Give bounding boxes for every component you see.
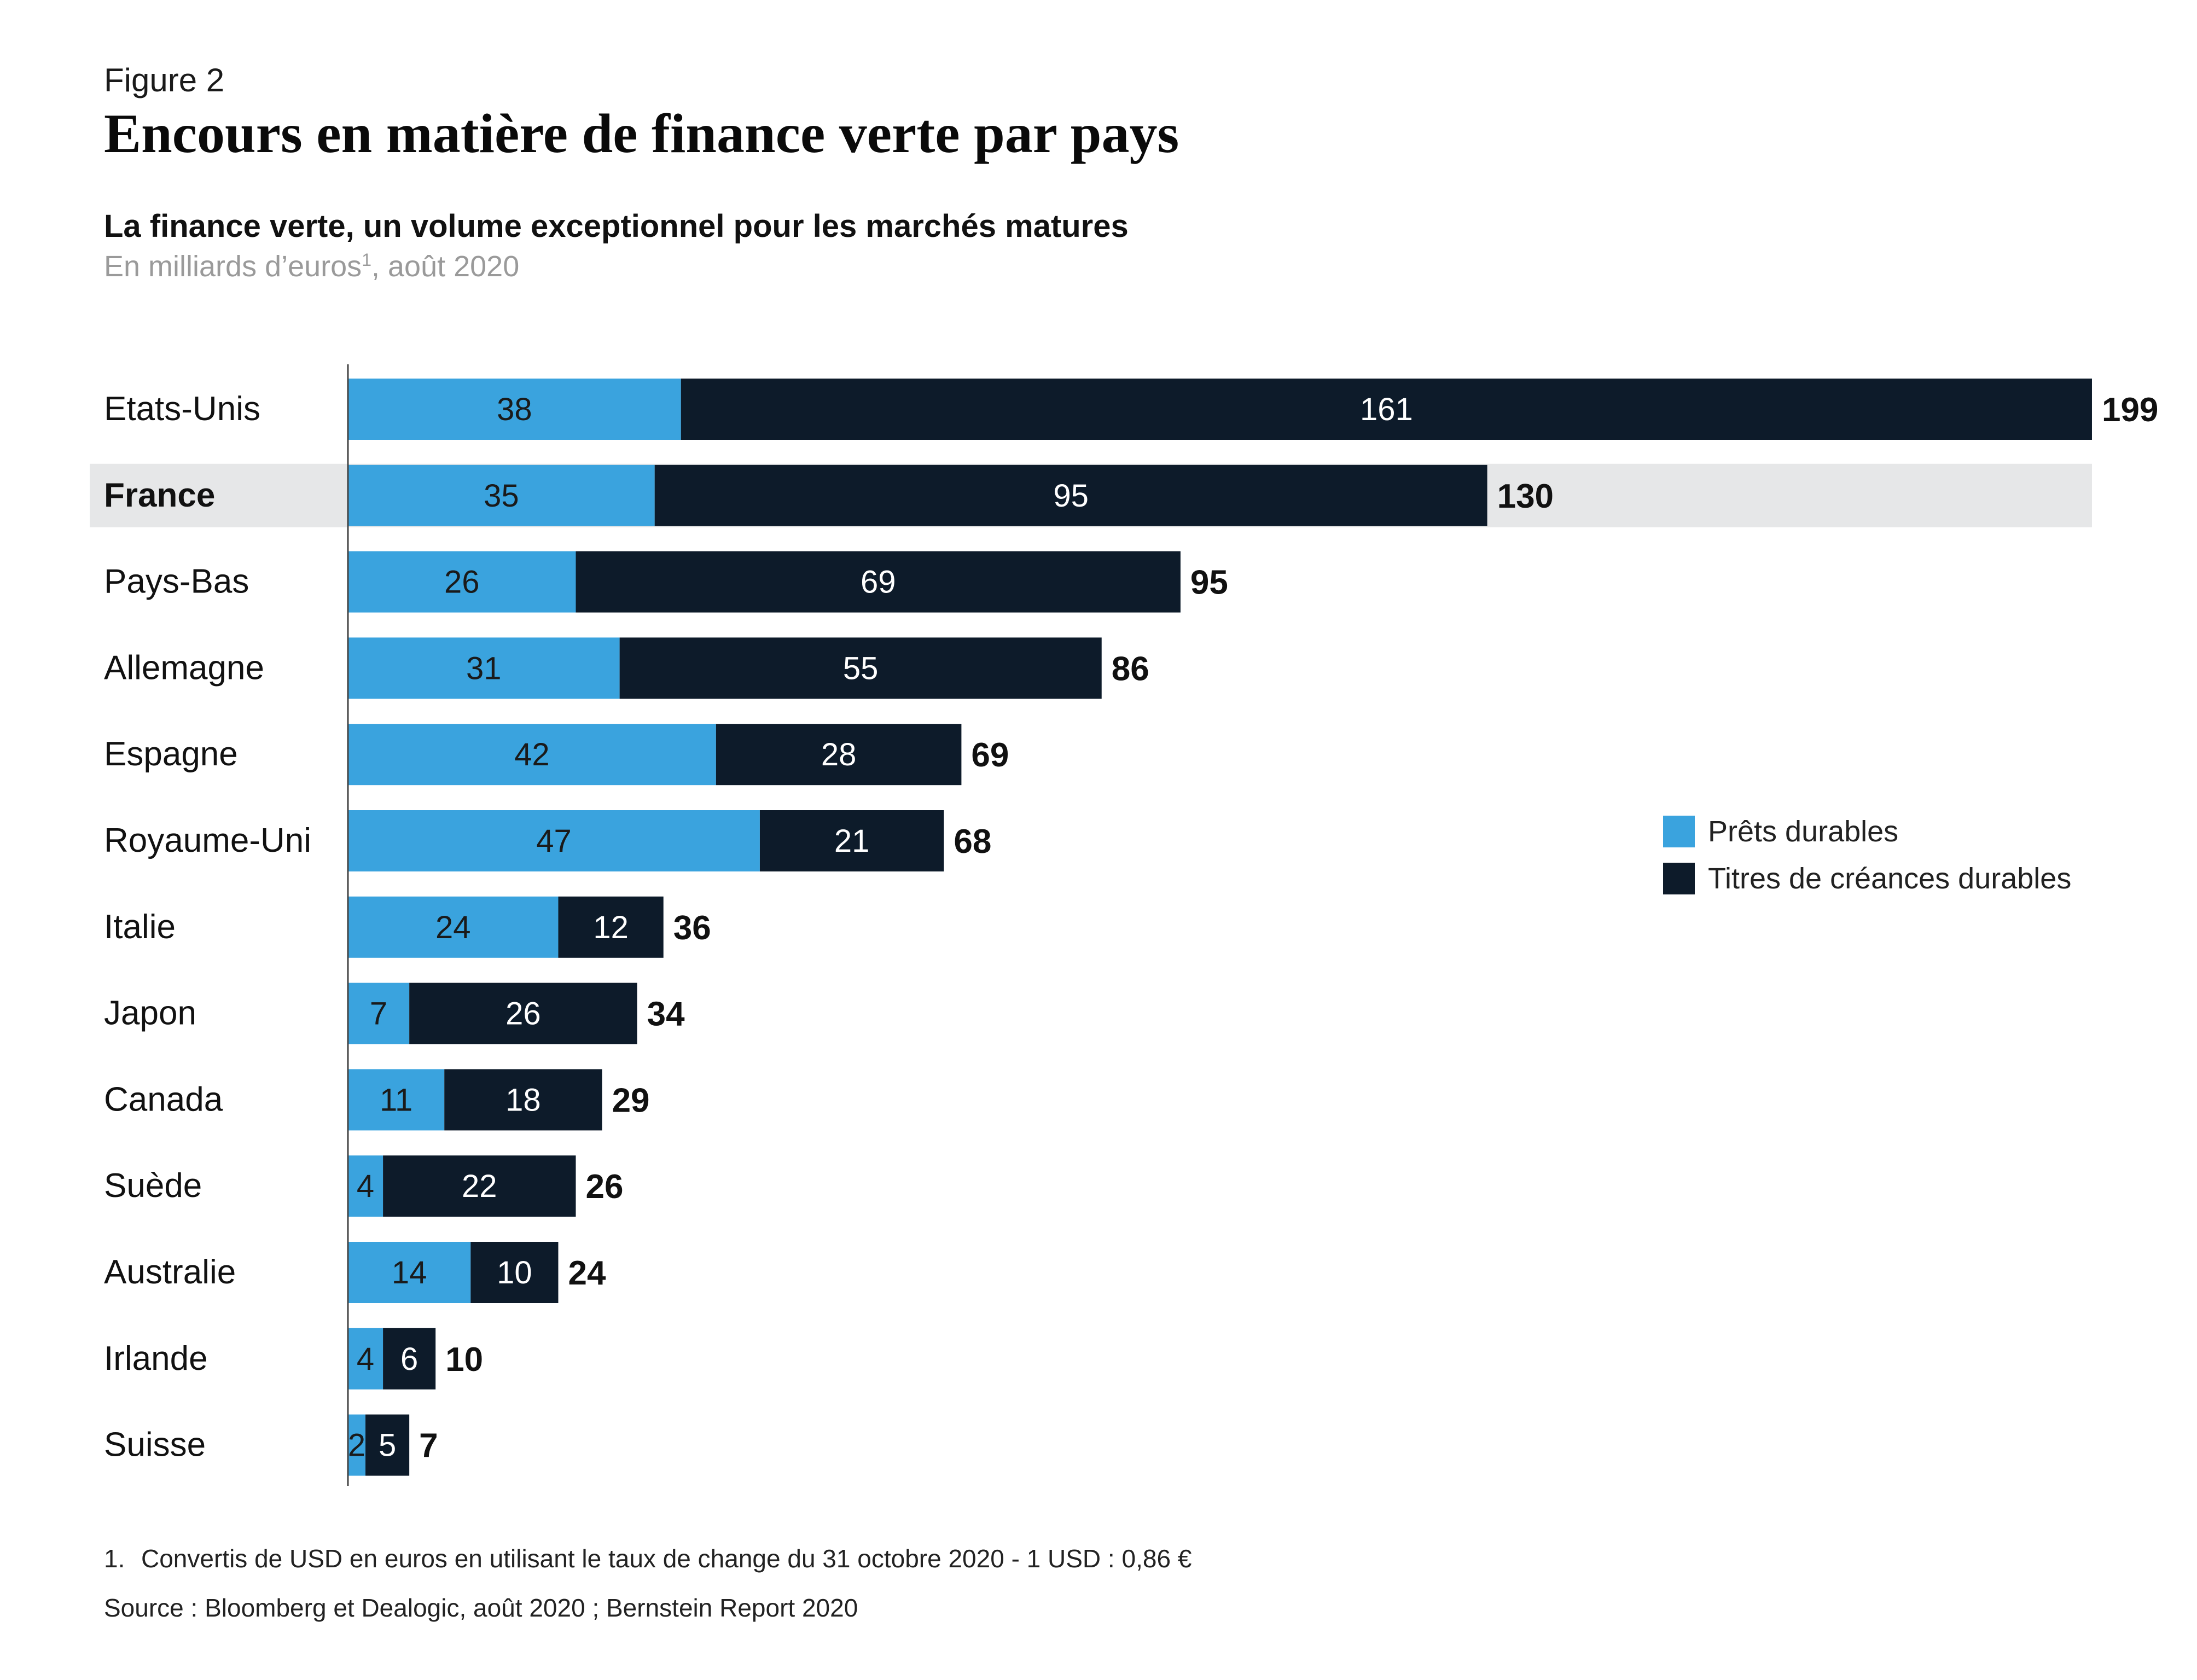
bar-prets-etats-unis <box>348 379 681 440</box>
total-label-etats-unis: 199 <box>2102 391 2158 429</box>
category-label-japon: Japon <box>104 995 196 1032</box>
total-label-irlande: 10 <box>445 1341 483 1379</box>
bar-titres-france <box>654 464 1487 526</box>
bar-prets-royaume-uni <box>348 810 760 871</box>
value-label-prets-japon: 7 <box>370 996 387 1032</box>
bar-titres-espagne <box>716 724 962 786</box>
total-label-australie: 24 <box>568 1254 606 1292</box>
value-label-prets-france: 35 <box>484 478 519 514</box>
total-label-pays-bas: 95 <box>1190 564 1228 602</box>
bar-titres-pays-bas <box>576 551 1181 613</box>
units-text: En milliards d’euros <box>104 250 362 283</box>
value-label-titres-japon: 26 <box>505 996 541 1032</box>
units-footnote-ref: 1 <box>362 250 371 270</box>
value-label-titres-pays-bas: 69 <box>861 565 896 600</box>
bar-prets-japon <box>348 983 410 1044</box>
total-label-royaume-uni: 68 <box>954 823 991 861</box>
category-label-italie: Italie <box>104 908 176 946</box>
value-label-prets-suisse: 2 <box>348 1428 365 1463</box>
chart-subtitle: La finance verte, un volume exceptionnel… <box>104 208 1129 244</box>
category-label-suede: Suède <box>104 1167 202 1205</box>
category-label-australie: Australie <box>104 1253 236 1291</box>
value-label-titres-espagne: 28 <box>821 737 857 772</box>
value-label-titres-etats-unis: 161 <box>1360 392 1413 427</box>
value-label-prets-canada: 11 <box>380 1082 412 1118</box>
page-title: Encours en matière de finance verte par … <box>104 103 1179 165</box>
bar-titres-australie <box>470 1242 559 1303</box>
bar-prets-canada <box>348 1069 445 1131</box>
legend-item-prets: Prêts durables <box>1663 814 2071 849</box>
source-note: Source : Bloomberg et Dealogic, août 202… <box>104 1594 858 1622</box>
bar-prets-espagne <box>348 724 716 786</box>
value-label-titres-suede: 22 <box>462 1169 497 1204</box>
total-label-suede: 26 <box>586 1168 624 1206</box>
bar-prets-suede <box>348 1155 383 1217</box>
bar-titres-canada <box>444 1069 602 1131</box>
units-suffix: , août 2020 <box>371 250 520 283</box>
value-label-prets-allemagne: 31 <box>466 650 502 686</box>
category-label-pays-bas: Pays-Bas <box>104 563 249 601</box>
category-label-france: France <box>104 476 215 514</box>
total-label-espagne: 69 <box>971 736 1009 774</box>
value-label-titres-irlande: 6 <box>400 1341 418 1377</box>
value-label-prets-royaume-uni: 47 <box>536 823 572 859</box>
bar-titres-irlande <box>383 1328 436 1390</box>
value-label-titres-suisse: 5 <box>379 1428 396 1463</box>
footnote-number: 1. <box>104 1544 125 1573</box>
bar-titres-italie <box>558 896 664 958</box>
category-label-canada: Canada <box>104 1080 223 1118</box>
bar-titres-japon <box>409 983 637 1044</box>
total-label-japon: 34 <box>647 996 685 1033</box>
value-label-prets-pays-bas: 26 <box>444 565 480 600</box>
footnote: 1. Convertis de USD en euros en utilisant… <box>104 1544 1192 1573</box>
total-label-allemagne: 86 <box>1112 650 1149 688</box>
legend-label-prets: Prêts durables <box>1708 815 1899 848</box>
legend-swatch-titres <box>1663 863 1695 894</box>
chart-units: En milliards d’euros1, août 2020 <box>104 249 519 283</box>
bar-titres-suede <box>383 1155 576 1217</box>
value-label-prets-italie: 24 <box>435 910 471 945</box>
bar-prets-pays-bas <box>348 551 576 613</box>
figure-label: Figure 2 <box>104 62 225 98</box>
footnote-text: Convertis de USD en euros en utilisant l… <box>141 1544 1192 1573</box>
value-label-prets-etats-unis: 38 <box>497 392 532 427</box>
stacked-bar-chart: Etats-Unis 38 161 199 France 35 95 130 Pays-Bas 2… <box>90 364 2158 1486</box>
total-label-france: 130 <box>1497 478 1554 515</box>
category-label-etats-unis: Etats-Unis <box>104 390 260 428</box>
bar-prets-australie <box>348 1242 471 1303</box>
legend-label-titres: Titres de créances durables <box>1708 862 2072 895</box>
total-label-suisse: 7 <box>419 1427 438 1465</box>
bar-titres-allemagne <box>619 637 1102 699</box>
value-label-titres-italie: 12 <box>593 910 629 945</box>
bar-titres-suisse <box>365 1414 410 1476</box>
chart-legend: Prêts durables Titres de créances durabl… <box>1663 814 2071 908</box>
bar-prets-allemagne <box>348 637 620 699</box>
value-label-prets-suede: 4 <box>357 1169 374 1204</box>
value-label-titres-australie: 10 <box>497 1255 532 1290</box>
legend-swatch-prets <box>1663 816 1695 847</box>
category-label-espagne: Espagne <box>104 735 238 773</box>
bar-titres-etats-unis <box>681 379 2092 440</box>
bar-prets-france <box>348 464 655 526</box>
value-label-titres-france: 95 <box>1053 478 1089 514</box>
bar-prets-irlande <box>348 1328 383 1390</box>
category-label-allemagne: Allemagne <box>104 649 264 687</box>
category-label-irlande: Irlande <box>104 1340 208 1377</box>
bar-prets-suisse <box>348 1414 366 1476</box>
legend-item-titres: Titres de créances durables <box>1663 861 2071 896</box>
value-label-titres-allemagne: 55 <box>843 650 879 686</box>
category-label-suisse: Suisse <box>104 1426 206 1464</box>
value-label-titres-canada: 18 <box>505 1082 541 1118</box>
bar-titres-royaume-uni <box>759 810 944 871</box>
value-label-prets-irlande: 4 <box>357 1341 374 1377</box>
bar-prets-italie <box>348 896 559 958</box>
total-label-canada: 29 <box>612 1082 650 1119</box>
value-label-prets-espagne: 42 <box>514 737 550 772</box>
value-label-titres-royaume-uni: 21 <box>834 823 870 859</box>
value-label-prets-australie: 14 <box>392 1255 427 1290</box>
category-label-royaume-uni: Royaume-Uni <box>104 822 311 859</box>
total-label-italie: 36 <box>673 909 711 947</box>
